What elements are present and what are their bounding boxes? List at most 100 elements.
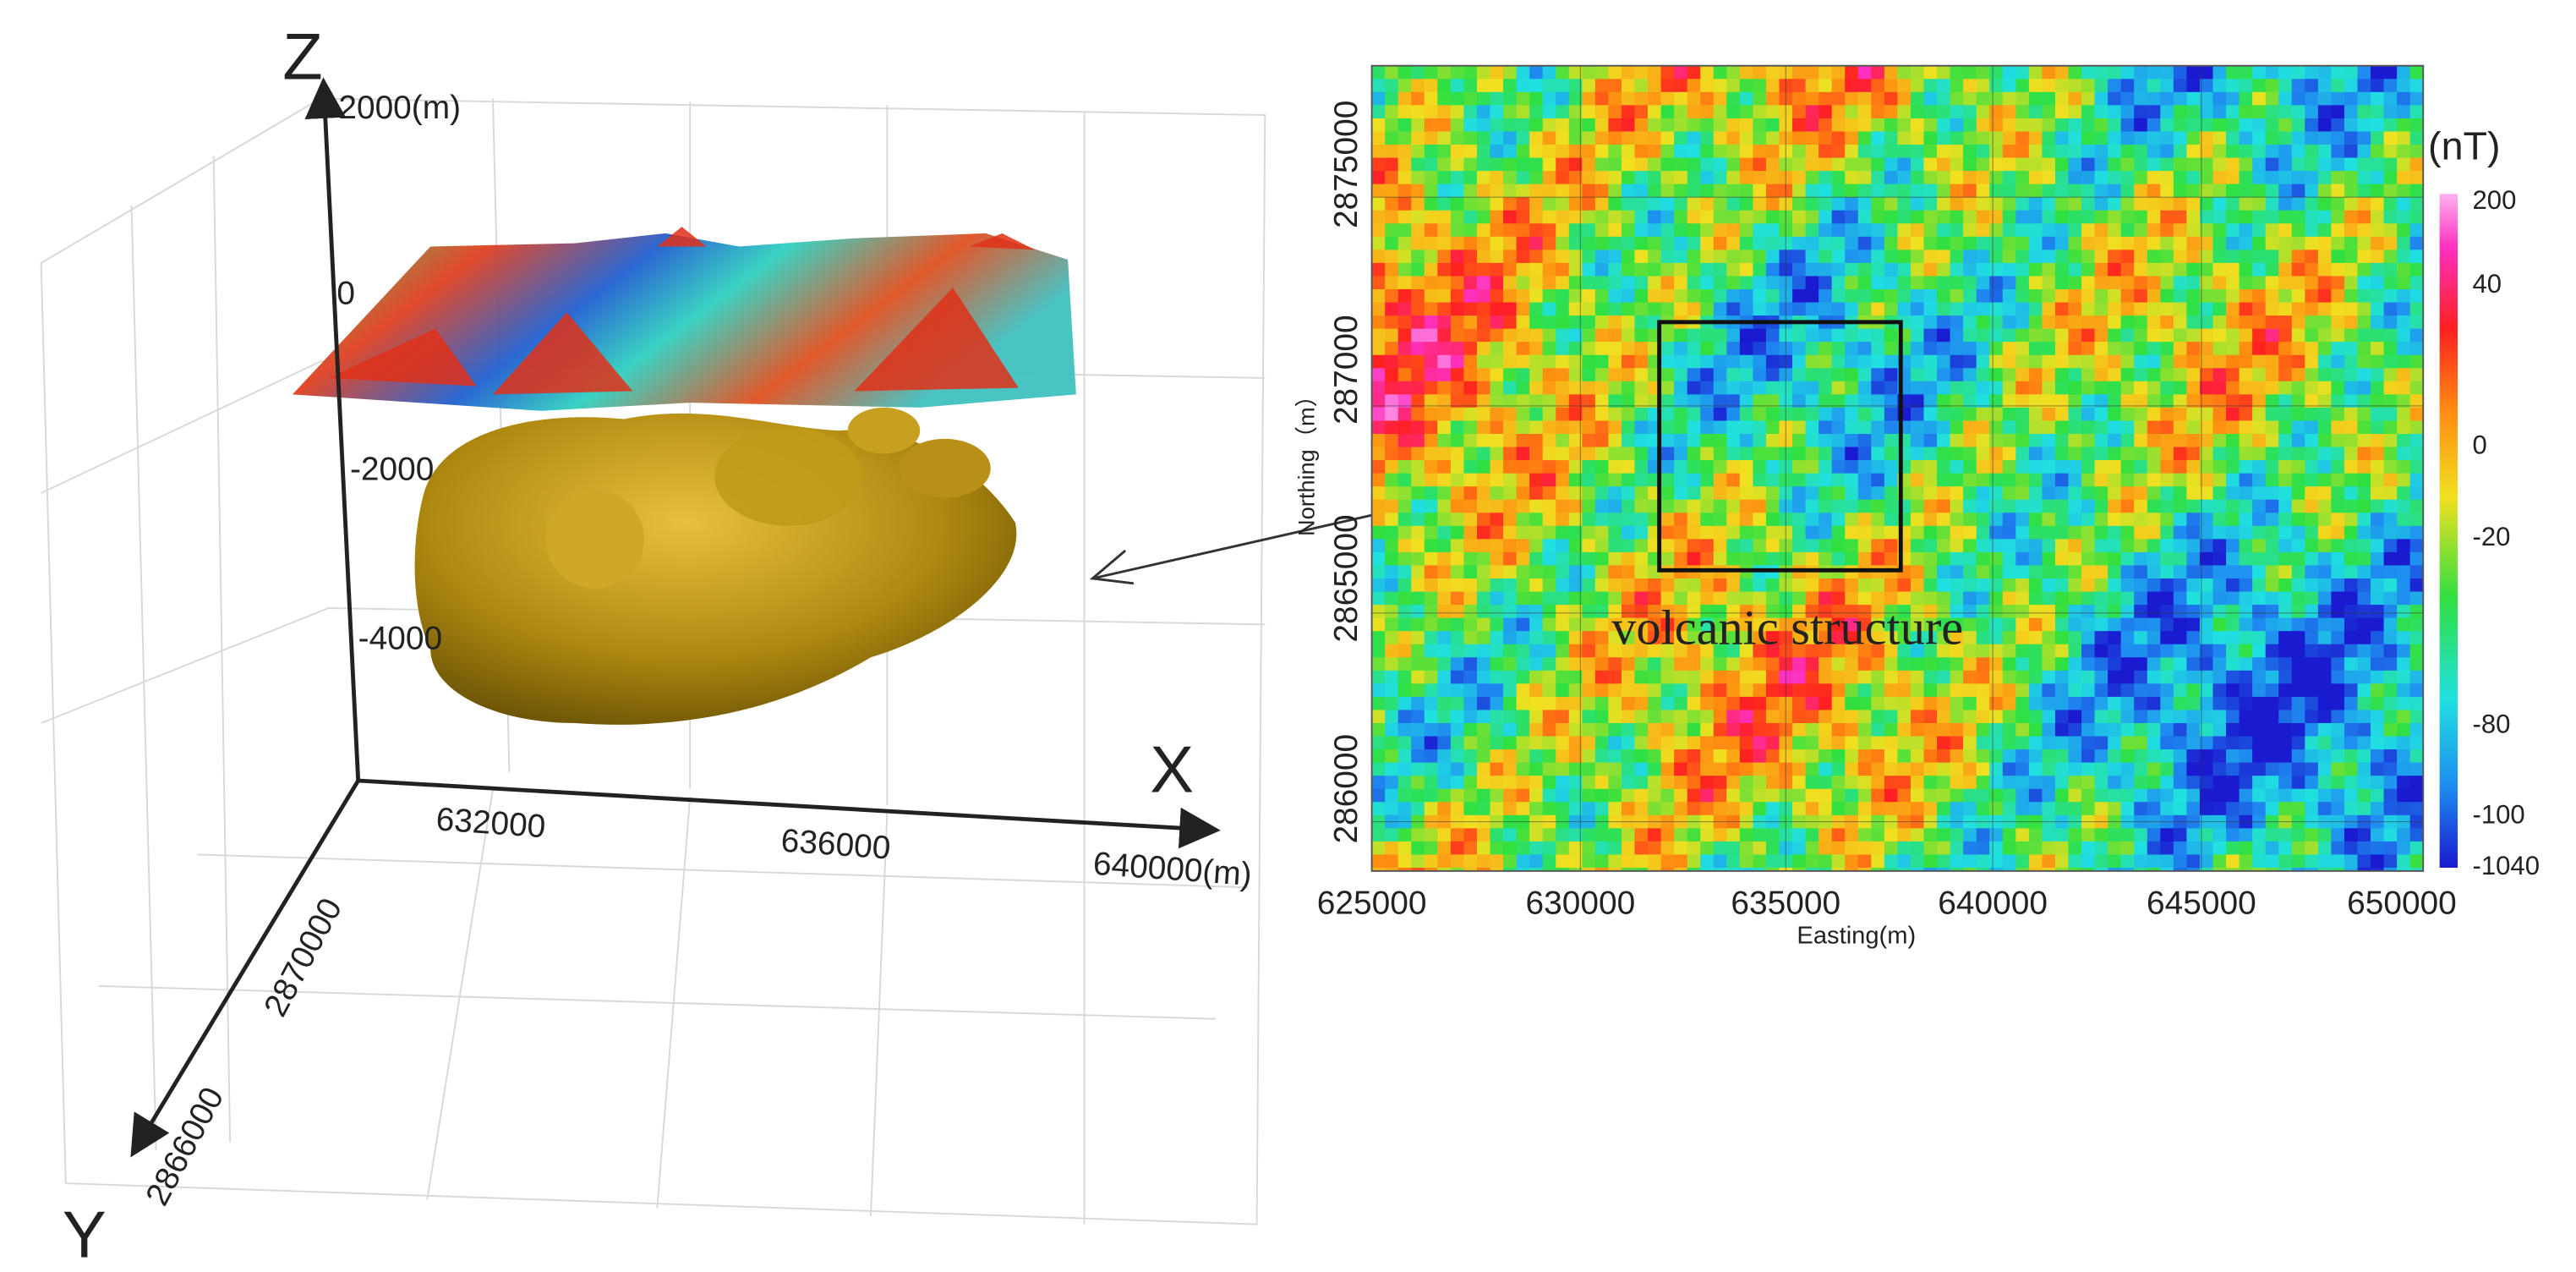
map-cell xyxy=(1713,447,1728,462)
map-cell xyxy=(2068,670,2083,685)
map-cell xyxy=(1884,381,1899,396)
map-cell xyxy=(2252,854,2267,869)
map-cell xyxy=(1516,381,1531,396)
map-cell xyxy=(1397,513,1413,527)
map-cell xyxy=(1608,342,1622,356)
map-cell xyxy=(2371,617,2385,633)
map-cell xyxy=(2094,722,2109,737)
map-cell xyxy=(1700,486,1715,501)
map-cell xyxy=(2002,171,2017,185)
map-cell xyxy=(1963,171,1977,185)
map-cell xyxy=(1792,670,1807,685)
map-cell xyxy=(2015,236,2030,251)
map-cell xyxy=(2120,288,2136,304)
map-cell xyxy=(2265,447,2280,462)
map-cell xyxy=(2383,315,2398,330)
map-cell xyxy=(2291,276,2306,290)
map-cell xyxy=(1765,683,1780,698)
map-cell xyxy=(1648,223,1662,238)
map-cell xyxy=(2054,762,2070,777)
map-cell xyxy=(1529,683,1544,698)
map-cell xyxy=(1950,407,1965,422)
map-cell xyxy=(1621,105,1636,119)
map-cell xyxy=(2278,171,2293,185)
map-cell xyxy=(1542,486,1557,501)
map-cell xyxy=(1660,710,1676,724)
map-cell xyxy=(2409,315,2424,330)
map-cell xyxy=(2344,288,2359,304)
map-cell xyxy=(2002,91,2017,107)
map-cell xyxy=(1516,197,1531,211)
map-cell xyxy=(1923,157,1939,173)
map-cell xyxy=(1871,105,1885,119)
map-cell xyxy=(2054,171,2070,185)
map-cell xyxy=(1713,118,1728,133)
map-cell xyxy=(1753,276,1767,290)
map-cell xyxy=(2081,828,2096,842)
map-cell xyxy=(1450,262,1465,277)
map-cell xyxy=(2409,184,2424,199)
map-cell xyxy=(1739,854,1754,869)
map-cell xyxy=(1700,499,1715,514)
map-cell xyxy=(2002,631,2017,645)
map-cell xyxy=(1910,91,1925,107)
map-cell xyxy=(1450,565,1465,579)
map-cell xyxy=(1963,657,1977,672)
map-cell xyxy=(2094,565,2109,579)
map-cell xyxy=(1963,631,1977,645)
map-cell xyxy=(2239,525,2254,540)
map-cell xyxy=(1490,249,1505,264)
map-cell xyxy=(2094,854,2109,869)
map-cell xyxy=(1397,578,1413,593)
map-cell xyxy=(1963,591,1977,606)
map-cell xyxy=(1950,513,1965,527)
map-cell xyxy=(1411,447,1425,462)
map-cell xyxy=(2186,696,2201,711)
map-cell xyxy=(2134,722,2148,737)
map-cell xyxy=(1923,91,1939,107)
map-cell xyxy=(2160,276,2174,290)
map-cell xyxy=(2028,841,2043,856)
map-cell xyxy=(2134,157,2148,173)
map-cell xyxy=(1923,499,1939,514)
map-cell xyxy=(1700,381,1715,396)
map-cell xyxy=(2226,539,2240,553)
map-cell xyxy=(1621,210,1636,225)
map-cell xyxy=(2015,79,2030,93)
map-cell xyxy=(1792,802,1807,816)
map-cell xyxy=(1739,460,1754,474)
map-cell xyxy=(1792,578,1807,593)
map-cell xyxy=(1648,131,1662,145)
map-cell xyxy=(2212,776,2228,790)
map-cell xyxy=(1424,828,1439,842)
map-cell xyxy=(2357,644,2372,659)
map-cell xyxy=(1397,460,1413,474)
map-cell xyxy=(2199,499,2214,514)
map-cell xyxy=(2344,368,2359,382)
map-cell xyxy=(1556,65,1570,80)
map-cell xyxy=(1792,118,1807,133)
map-cell xyxy=(2331,302,2345,317)
map-cell xyxy=(1805,499,1820,514)
map-cell xyxy=(1897,118,1911,133)
map-cell xyxy=(1831,197,1846,211)
map-cell xyxy=(2278,91,2293,107)
map-cell xyxy=(2081,197,2096,211)
map-cell xyxy=(1950,65,1965,80)
map-cell xyxy=(2028,657,2043,672)
map-cell xyxy=(1529,670,1544,685)
map-cell xyxy=(1976,276,1991,290)
map-cell xyxy=(1660,65,1676,80)
map-cell xyxy=(1739,762,1754,777)
map-cell xyxy=(2226,828,2240,842)
map-cell xyxy=(2226,802,2240,816)
map-cell xyxy=(2383,828,2398,842)
map-cell xyxy=(1582,144,1596,159)
map-cell xyxy=(1910,841,1925,856)
map-cell xyxy=(1371,578,1386,593)
map-cell xyxy=(2212,605,2228,619)
map-cell xyxy=(2383,710,2398,724)
map-cell xyxy=(1897,696,1911,711)
map-cell xyxy=(1950,105,1965,119)
map-cell xyxy=(2042,605,2056,619)
